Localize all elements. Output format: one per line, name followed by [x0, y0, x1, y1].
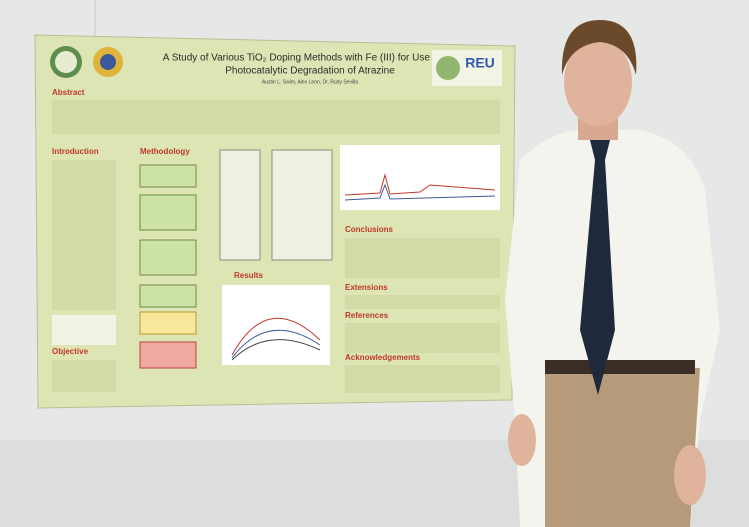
flow-box — [139, 311, 197, 335]
trousers — [545, 360, 700, 527]
poster-authors: Austin L. Swim, Alex Leon, Dr. Rudy Sevi… — [262, 79, 358, 85]
tie — [580, 140, 615, 395]
conclusions-text — [345, 238, 500, 278]
spectra-line — [344, 173, 496, 196]
extensions-text — [345, 295, 500, 309]
spectra-line — [344, 183, 496, 201]
hand — [674, 445, 706, 505]
results-graph — [222, 285, 330, 365]
reu-logo: REU — [465, 55, 495, 71]
logo-sun-inner — [100, 54, 116, 70]
poster-title: A Study of Various TiO₂ Doping Methods w… — [163, 53, 458, 64]
references-text — [345, 323, 500, 353]
graph-curve — [231, 317, 321, 356]
flow-box — [139, 341, 197, 369]
graph-curve — [231, 329, 321, 359]
spectra-graph — [340, 145, 500, 210]
hand — [508, 414, 536, 466]
section-heading: Conclusions — [345, 225, 394, 234]
face — [564, 38, 632, 126]
section-heading: Results — [234, 271, 263, 280]
section-heading: Objective — [52, 347, 89, 356]
flow-diagram — [271, 149, 333, 261]
intro-text — [52, 160, 116, 310]
section-heading: Acknowledgements — [345, 353, 421, 362]
section-heading: Introduction — [52, 147, 99, 156]
graph-curve — [231, 339, 321, 361]
flow-box — [139, 194, 197, 231]
flow-box — [139, 164, 197, 188]
section-heading: References — [345, 311, 389, 320]
abstract-text — [52, 100, 500, 134]
section-heading: Abstract — [52, 88, 85, 97]
belt — [545, 360, 695, 374]
flow-diagram — [219, 149, 261, 261]
section-heading: Methodology — [140, 147, 190, 156]
section-heading: Extensions — [345, 283, 388, 292]
poster-title: Photocatalytic Degradation of Atrazine — [225, 66, 395, 77]
flow-box — [139, 284, 197, 308]
molecule-figure — [52, 315, 116, 345]
logo-seal-inner — [55, 51, 77, 73]
objective-text — [52, 360, 116, 392]
flow-box — [139, 239, 197, 276]
reu-logo-mark — [436, 56, 460, 80]
acknowledgements-text — [345, 365, 500, 393]
hair — [561, 20, 637, 75]
